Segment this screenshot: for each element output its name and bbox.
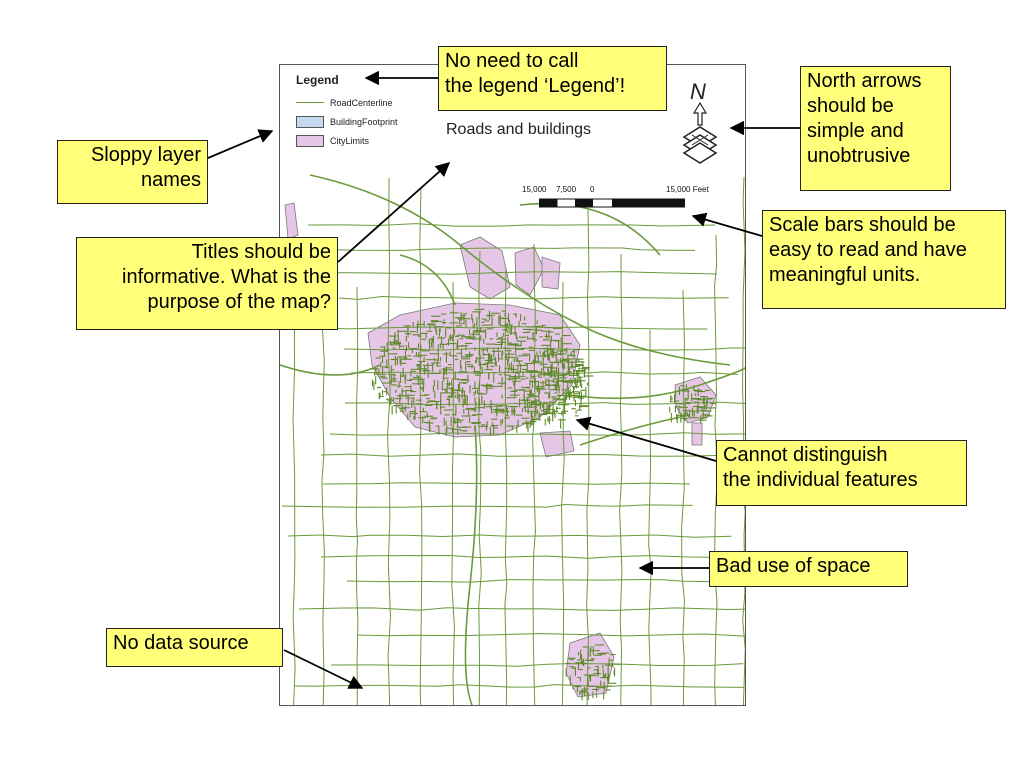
- callout-line: North arrows: [807, 70, 922, 92]
- urban-roads-cluster: [371, 308, 717, 701]
- callout-line: meaningful units.: [769, 264, 921, 286]
- road-segment: [293, 684, 744, 688]
- city-limit-polygon: [459, 236, 511, 300]
- highway-segment: [519, 202, 661, 256]
- callout-line: Bad use of space: [716, 555, 871, 577]
- callout-north-arrow: North arrows should be simple and unobtr…: [800, 66, 951, 191]
- road-segment: [329, 432, 745, 436]
- city-limit-polygon: [541, 256, 561, 290]
- road-segment: [478, 250, 482, 705]
- legend-item-citylimits: CityLimits: [296, 131, 398, 150]
- scale-bar: [539, 198, 685, 208]
- scale-label-feet: 15,000 Feet: [666, 185, 709, 194]
- callout-line: Scale bars should be: [769, 214, 956, 236]
- callout-line: the individual features: [723, 469, 918, 491]
- road-segment: [419, 187, 423, 705]
- callout-data-source: No data source: [106, 628, 283, 667]
- callout-line: No need to call: [445, 50, 579, 72]
- north-arrow-icon: N: [682, 79, 718, 164]
- legend-item-buildingfootprint: BuildingFootprint: [296, 112, 398, 131]
- callout-line: the legend ‘Legend’!: [445, 75, 626, 97]
- road-segment: [357, 633, 745, 637]
- scale-label-0: 0: [590, 185, 595, 194]
- callout-line: unobtrusive: [807, 145, 911, 167]
- callout-layer-names: Sloppy layer names: [57, 140, 208, 204]
- road-segment: [284, 326, 708, 330]
- city-limit-polygon: [514, 246, 545, 296]
- scale-label-7500: 7,500: [556, 185, 577, 194]
- highway-segment: [579, 414, 691, 446]
- callout-scale-bar: Scale bars should be easy to read and ha…: [762, 210, 1006, 309]
- road-segment: [320, 555, 745, 559]
- callout-line: names: [140, 169, 201, 191]
- callout-line: informative. What is the: [122, 266, 331, 288]
- callout-features: Cannot distinguish the individual featur…: [716, 440, 967, 506]
- callout-line: simple and: [807, 120, 904, 142]
- callout-line: easy to read and have: [769, 239, 967, 261]
- road-segment: [292, 278, 296, 705]
- legend-label: CityLimits: [330, 135, 370, 146]
- arrow-layers: [207, 129, 274, 159]
- road-segment: [322, 482, 690, 485]
- road-line-swatch: [296, 102, 324, 103]
- road-segment: [281, 504, 693, 508]
- road-segment: [298, 607, 745, 611]
- callout-line: should be: [807, 95, 894, 117]
- road-segment: [330, 663, 744, 667]
- road-segment: [681, 289, 685, 705]
- road-segment: [586, 209, 590, 705]
- road-segment: [648, 329, 652, 705]
- callout-line: Titles should be: [191, 241, 331, 263]
- callout-line: No data source: [113, 632, 249, 654]
- road-segment: [355, 286, 359, 705]
- city-fill-swatch: [296, 134, 324, 147]
- road-segment: [346, 579, 745, 583]
- legend-label: RoadCenterline: [330, 97, 393, 108]
- city-limit-polygon: [284, 202, 299, 240]
- road-segment: [338, 296, 729, 300]
- callout-line: Sloppy layer: [90, 144, 201, 166]
- road-segment: [321, 291, 325, 705]
- road-segment: [287, 534, 732, 538]
- road-segment: [532, 243, 536, 705]
- road-segment: [313, 247, 696, 251]
- legend-item-roadcenterline: RoadCenterline: [296, 93, 398, 112]
- building-fill-swatch: [296, 115, 324, 128]
- legend-label: BuildingFootprint: [330, 116, 398, 127]
- legend: Legend RoadCenterline BuildingFootprint …: [296, 73, 398, 150]
- road-centerline-layer: [280, 174, 745, 705]
- north-arrow-label: N: [690, 79, 706, 104]
- road-segment: [307, 223, 716, 227]
- callout-title: Titles should be informative. What is th…: [76, 237, 338, 330]
- road-segment: [619, 253, 623, 705]
- map-title: Roads and buildings: [446, 121, 591, 138]
- callout-line: purpose of the map?: [147, 291, 331, 313]
- highway-segment: [464, 424, 478, 705]
- scale-label-15000: 15,000: [522, 185, 547, 194]
- road-segment: [387, 177, 391, 705]
- road-segment: [296, 271, 718, 275]
- highway-segment: [280, 364, 381, 376]
- city-limit-polygon: [539, 430, 575, 458]
- road-segment: [320, 453, 733, 457]
- callout-space: Bad use of space: [709, 551, 908, 587]
- callout-legend: No need to call the legend ‘Legend’!: [438, 46, 667, 111]
- highway-segment: [569, 365, 745, 400]
- map-frame: Legend RoadCenterline BuildingFootprint …: [279, 64, 746, 706]
- callout-line: Cannot distinguish: [723, 444, 888, 466]
- legend-title: Legend: [296, 73, 339, 87]
